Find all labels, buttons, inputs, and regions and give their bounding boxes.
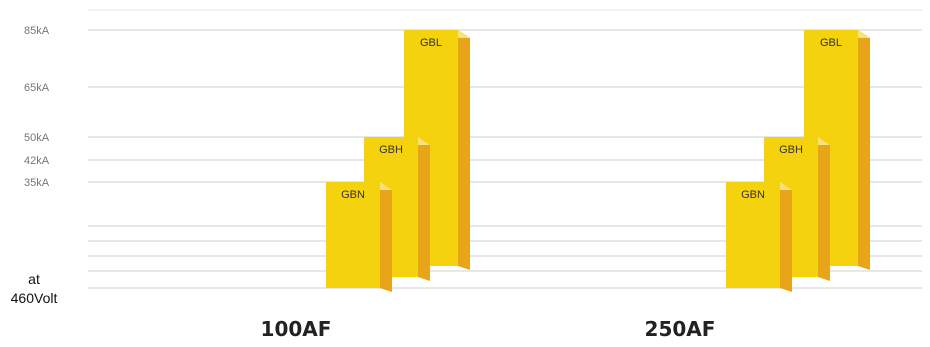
bar-side-250AF-GBH xyxy=(818,137,830,281)
bar-label-100AF-GBH: GBH xyxy=(379,144,403,156)
bar-side-100AF-GBH xyxy=(418,137,430,281)
baseline-note-line2: 460Volt xyxy=(11,290,58,306)
bar-label-250AF-GBN: GBN xyxy=(741,189,765,201)
bar-label-250AF-GBL: GBL xyxy=(820,37,842,49)
y-axis-ticks: 85kA 65kA 50kA 42kA 35kA xyxy=(24,25,50,189)
bar-side-100AF-GBN xyxy=(380,182,392,292)
bar-label-250AF-GBH: GBH xyxy=(779,144,803,156)
category-labels: 100AF 250AF xyxy=(261,317,716,341)
bar-100AF-GBN xyxy=(326,182,380,288)
y-tick-label-42kA: 42kA xyxy=(24,155,50,167)
bars: GBL GBH GBN GBL GBH GBN xyxy=(326,30,870,292)
y-tick-label-35kA: 35kA xyxy=(24,177,50,189)
bar-250AF-GBN xyxy=(726,182,780,288)
y-tick-label-85kA: 85kA xyxy=(24,25,50,37)
bar-side-250AF-GBL xyxy=(858,30,870,270)
y-tick-label-65kA: 65kA xyxy=(24,82,50,94)
bar-label-100AF-GBL: GBL xyxy=(420,37,442,49)
baseline-note-line1: at xyxy=(28,271,40,287)
category-label-250AF: 250AF xyxy=(645,317,716,341)
bar-side-250AF-GBN xyxy=(780,182,792,292)
y-tick-label-50kA: 50kA xyxy=(24,132,50,144)
category-label-100AF: 100AF xyxy=(261,317,332,341)
bar-side-100AF-GBL xyxy=(458,30,470,270)
bar-label-100AF-GBN: GBN xyxy=(341,189,365,201)
